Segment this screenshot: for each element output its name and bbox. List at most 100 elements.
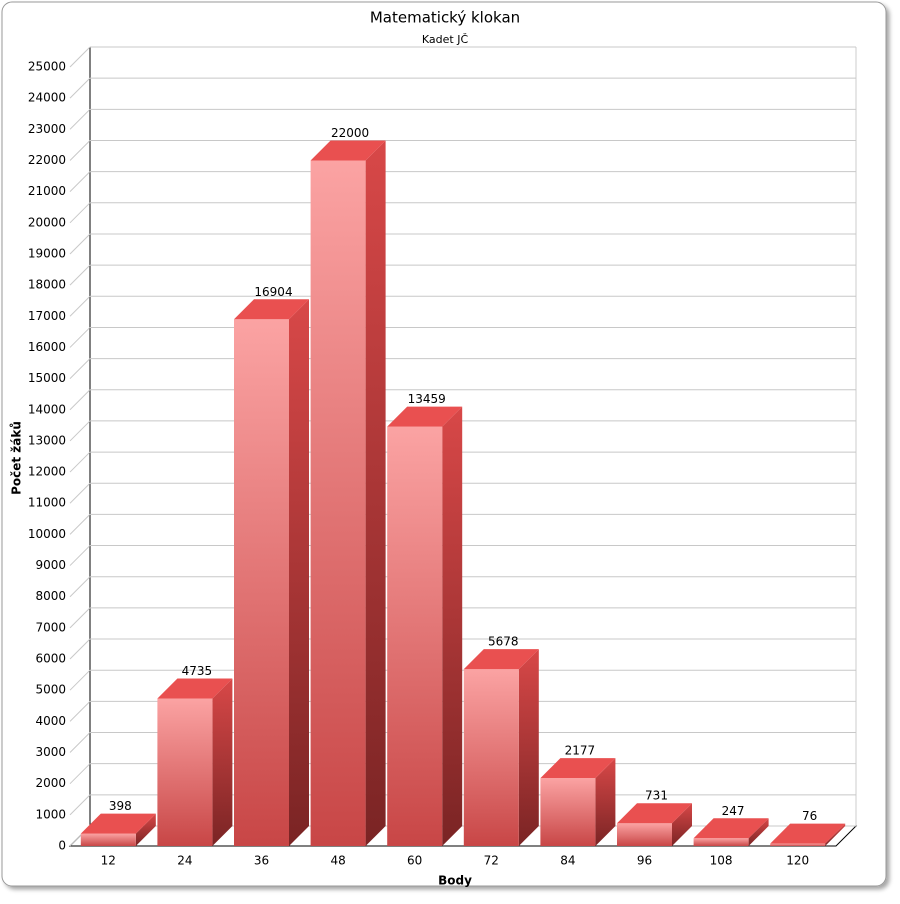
- bar-top: [617, 803, 692, 824]
- value-label: 76: [802, 809, 817, 823]
- y-tick-label: 4000: [35, 714, 66, 728]
- bar-side: [748, 818, 769, 846]
- bar-side: [442, 406, 463, 846]
- y-tick-label: 12000: [28, 465, 66, 479]
- bar: [617, 823, 672, 846]
- y-tick-label: 13000: [28, 433, 66, 447]
- y-tick-label: 20000: [28, 215, 66, 229]
- y-tick-label: 21000: [28, 184, 66, 198]
- grid-tick: [69, 295, 91, 317]
- grid-tick: [69, 451, 91, 473]
- y-tick-label: 10000: [28, 527, 66, 541]
- chart-subtitle: Kadet JČ: [422, 33, 469, 46]
- x-tick-label: 48: [330, 854, 345, 868]
- bar: [387, 426, 443, 846]
- grid-tick: [69, 732, 91, 753]
- bar: [234, 319, 289, 846]
- bar-top: [80, 813, 156, 834]
- grid-tick: [69, 545, 91, 566]
- y-tick-label: 24000: [28, 91, 66, 105]
- bar-side: [289, 299, 309, 846]
- value-label: 16904: [254, 285, 292, 299]
- y-tick-label: 9000: [35, 558, 66, 572]
- bar-top: [540, 758, 616, 779]
- bar-top: [693, 818, 769, 839]
- bar-side: [135, 813, 156, 846]
- bar-side: [518, 649, 539, 846]
- x-tick-label: 60: [407, 854, 422, 868]
- value-label: 13459: [408, 392, 446, 406]
- value-label: 2177: [565, 744, 596, 758]
- x-tick-label: 12: [101, 854, 116, 868]
- y-tick-label: 17000: [28, 309, 66, 323]
- y-tick-label: 25000: [28, 60, 66, 74]
- x-tick-label: 84: [560, 854, 575, 868]
- grid-tick: [69, 108, 91, 130]
- bar-side: [365, 140, 386, 847]
- y-tick-label: 19000: [28, 246, 66, 260]
- bar: [540, 778, 596, 846]
- y-tick-label: 23000: [28, 122, 66, 136]
- x-tick-label: 24: [177, 854, 192, 868]
- grid-tick: [69, 638, 91, 660]
- value-label: 398: [109, 799, 132, 813]
- bar: [463, 669, 519, 846]
- bar: [80, 833, 136, 846]
- bar-side: [825, 823, 846, 846]
- y-tick-label: 18000: [28, 278, 66, 292]
- y-tick-label: 6000: [35, 652, 66, 666]
- grid-tick: [69, 140, 91, 161]
- grid-tick: [69, 358, 91, 379]
- grid-tick: [69, 576, 91, 598]
- bar-side: [672, 803, 692, 846]
- bar-side: [595, 758, 616, 846]
- bar-top: [387, 406, 463, 427]
- grid-tick: [69, 607, 91, 629]
- y-tick-label: 8000: [35, 589, 66, 603]
- y-tick-label: 16000: [28, 340, 66, 354]
- bar: [157, 698, 213, 846]
- grid-tick: [69, 77, 91, 99]
- chart-title: Matematický klokan: [370, 9, 520, 27]
- grid-tick: [69, 327, 91, 348]
- y-tick-label: 15000: [28, 371, 66, 385]
- x-tick-label: 36: [254, 854, 269, 868]
- bar-side: [212, 678, 233, 846]
- bar-top: [770, 823, 846, 844]
- bar-top: [310, 140, 386, 161]
- bar: [310, 160, 366, 847]
- y-axis-label: Počet žáků: [10, 421, 24, 495]
- grid-tick: [69, 389, 91, 411]
- grid-tick: [69, 420, 91, 442]
- grid-tick: [69, 264, 91, 286]
- grid-tick: [69, 202, 91, 224]
- grid-tick: [69, 763, 91, 785]
- x-tick-label: 108: [710, 854, 733, 868]
- x-axis-label: Body: [438, 874, 472, 888]
- grid-tick: [69, 46, 91, 68]
- grid-tick: [69, 233, 91, 255]
- x-tick-label: 120: [786, 854, 809, 868]
- grid-tick: [69, 171, 91, 192]
- value-label: 5678: [488, 635, 519, 649]
- grid-tick: [69, 482, 91, 504]
- y-tick-label: 5000: [35, 683, 66, 697]
- x-tick-label: 96: [637, 854, 652, 868]
- value-label: 247: [722, 804, 745, 818]
- y-tick-label: 0: [58, 839, 66, 853]
- x-tick-label: 72: [484, 854, 499, 868]
- grid-tick: [69, 701, 91, 722]
- grid-tick: [69, 669, 91, 691]
- y-tick-label: 1000: [35, 807, 66, 821]
- y-tick-label: 3000: [35, 745, 66, 759]
- grid-tick: [69, 514, 91, 535]
- y-tick-label: 11000: [28, 496, 66, 510]
- value-label: 4735: [182, 664, 213, 678]
- value-label: 731: [645, 789, 668, 803]
- grid-tick: [69, 794, 91, 816]
- bar: [693, 838, 749, 846]
- bar-top: [157, 678, 233, 699]
- y-tick-label: 2000: [35, 776, 66, 790]
- y-tick-label: 14000: [28, 402, 66, 416]
